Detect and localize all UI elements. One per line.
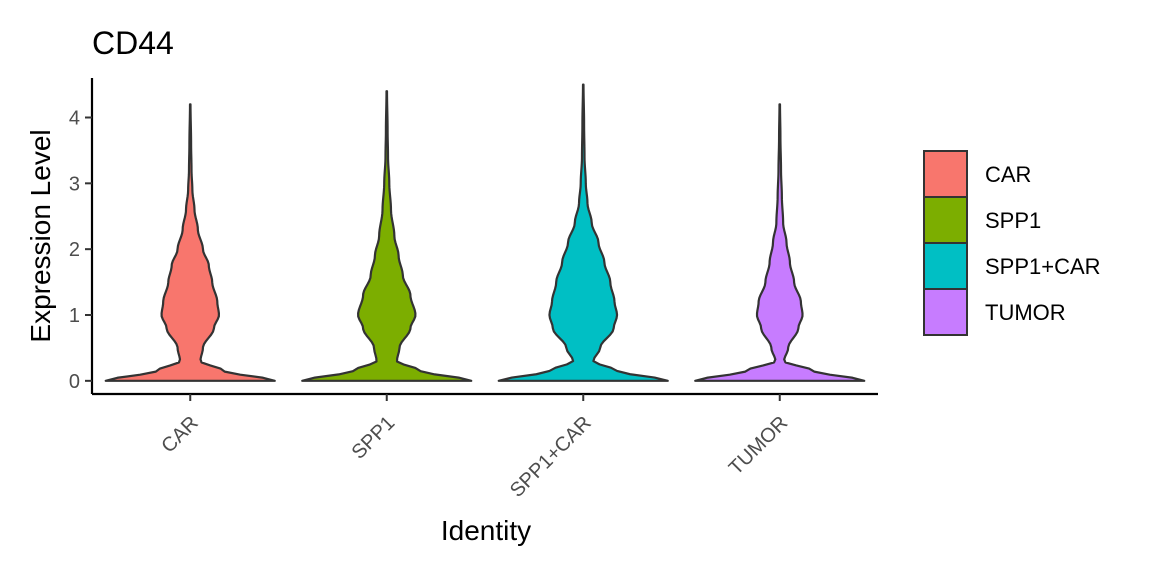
y-tick-label: 1: [69, 305, 80, 327]
y-tick-label: 2: [69, 239, 80, 261]
chart-title: CD44: [92, 25, 174, 61]
legend: CAR SPP1 SPP1+CAR TUMOR: [923, 150, 1101, 336]
legend-swatch: [923, 150, 968, 198]
violin-car: [104, 103, 276, 382]
x-axis-title: Identity: [441, 515, 531, 546]
plot-area: [104, 83, 866, 382]
violin-spp1-plus-car: [497, 83, 669, 382]
x-tick-label: CAR: [157, 412, 202, 457]
x-tick-label: TUMOR: [725, 412, 792, 479]
legend-swatch: [923, 242, 968, 290]
y-tick-label: 0: [69, 371, 80, 393]
legend-label: CAR: [985, 162, 1031, 187]
legend-label: SPP1: [985, 208, 1041, 233]
y-axis-title: Expression Level: [25, 129, 56, 342]
legend-label: TUMOR: [985, 300, 1066, 325]
legend-swatch: [923, 196, 968, 244]
legend-label: SPP1+CAR: [985, 254, 1101, 279]
x-tick-label: SPP1+CAR: [506, 412, 596, 502]
violin-spp1: [301, 90, 473, 382]
x-axis: CAR SPP1 SPP1+CAR TUMOR: [92, 392, 878, 502]
x-tick-label: SPP1: [348, 412, 400, 464]
violin-tumor: [694, 103, 866, 382]
legend-swatch: [923, 288, 968, 336]
y-tick-label: 3: [69, 173, 80, 195]
y-axis: 0 1 2 3 4: [69, 78, 94, 394]
y-tick-label: 4: [69, 108, 80, 130]
